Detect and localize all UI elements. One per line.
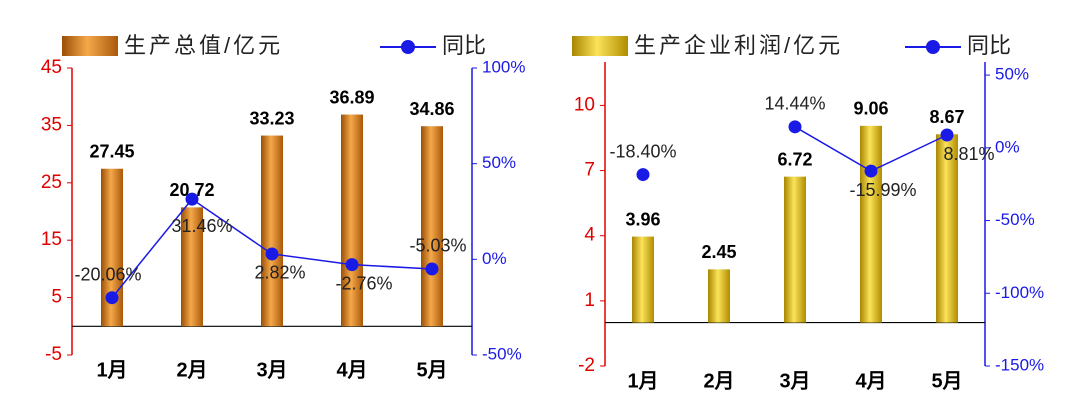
x-tick-label: 5月 <box>416 359 447 381</box>
y-tick-label: -5 <box>45 344 62 365</box>
line-label: -20.06% <box>74 264 141 284</box>
legend-marker <box>926 40 940 54</box>
y-tick-label: -2 <box>578 355 595 376</box>
bar-label: 36.89 <box>329 87 374 107</box>
bar-label: 34.86 <box>409 99 454 119</box>
line-label: -15.99% <box>849 180 916 200</box>
legend-label: 生产总值/亿元 <box>124 33 283 58</box>
bar <box>341 114 363 327</box>
bar <box>860 125 882 323</box>
y-tick-label: 45 <box>41 57 62 78</box>
bar-label: 33.23 <box>249 108 294 128</box>
bar-label: 3.96 <box>625 209 660 229</box>
x-tick-label: 4月 <box>336 359 367 381</box>
line-point <box>788 120 802 134</box>
x-tick-label: 4月 <box>855 370 886 392</box>
bar <box>784 176 806 323</box>
legend-label: 生产企业利润/亿元 <box>634 33 843 58</box>
y2-tick-label: 100% <box>482 57 525 76</box>
x-tick-label: 5月 <box>931 370 962 392</box>
y2-tick-label: 0% <box>995 137 1020 156</box>
y-tick-label: 15 <box>41 229 62 250</box>
y2-tick-label: 0% <box>482 249 507 268</box>
line-point <box>940 128 954 142</box>
bar-label: 27.45 <box>89 141 134 161</box>
line-point <box>345 258 359 272</box>
y-tick-label: 5 <box>51 287 62 308</box>
y2-tick-label: -50% <box>482 344 522 363</box>
bar <box>261 135 283 327</box>
y2-tick-label: 50% <box>995 65 1029 84</box>
x-tick-label: 3月 <box>779 370 810 392</box>
bar <box>181 207 203 327</box>
bar <box>421 126 443 327</box>
legend-label: 同比 <box>442 33 486 58</box>
y-tick-label: 1 <box>584 290 595 311</box>
bar <box>708 269 730 323</box>
bar <box>632 236 654 323</box>
line-point <box>105 291 119 305</box>
bar <box>936 134 958 323</box>
bar-label: 6.72 <box>777 149 812 169</box>
y2-tick-label: -100% <box>995 283 1044 302</box>
line-point <box>265 247 279 261</box>
bar <box>101 168 123 327</box>
legend-marker <box>401 40 415 54</box>
legend-label: 同比 <box>967 33 1011 58</box>
x-tick-label: 2月 <box>176 359 207 381</box>
line-label: -2.76% <box>335 273 392 293</box>
line-point <box>864 164 878 178</box>
line-label: 31.46% <box>171 216 232 236</box>
bar-label: 20.72 <box>169 180 214 200</box>
y-tick-label: 10 <box>574 94 595 115</box>
x-tick-label: 1月 <box>96 359 127 381</box>
y-tick-label: 4 <box>584 225 595 246</box>
y-tick-label: 25 <box>41 172 62 193</box>
legend-swatch <box>572 36 628 56</box>
line-label: -5.03% <box>409 236 466 256</box>
bar-label: 8.67 <box>929 107 964 127</box>
y2-tick-label: -150% <box>995 355 1044 374</box>
line-point <box>185 192 199 206</box>
line-label: 8.81% <box>943 144 994 164</box>
y2-tick-label: -50% <box>995 210 1035 229</box>
x-tick-label: 2月 <box>703 370 734 392</box>
bar-label: 9.06 <box>853 99 888 119</box>
line-point <box>425 262 439 276</box>
line-label: 14.44% <box>764 94 825 114</box>
line-label: 2.82% <box>254 263 305 283</box>
bar-label: 2.45 <box>701 242 736 262</box>
x-tick-label: 3月 <box>256 359 287 381</box>
y-tick-label: 35 <box>41 114 62 135</box>
line-label: -18.40% <box>609 141 676 161</box>
y-tick-label: 7 <box>584 160 595 181</box>
legend-swatch <box>62 36 118 56</box>
line-point <box>636 168 650 182</box>
y2-tick-label: 50% <box>482 153 516 172</box>
x-tick-label: 1月 <box>627 370 658 392</box>
